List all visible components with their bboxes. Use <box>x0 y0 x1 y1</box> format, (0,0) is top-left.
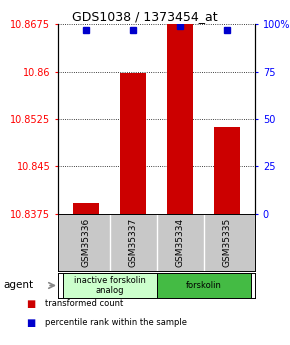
Bar <box>120 73 146 214</box>
Text: inactive forskolin
analog: inactive forskolin analog <box>74 276 146 295</box>
Bar <box>73 203 99 214</box>
Text: transformed count: transformed count <box>45 299 123 308</box>
Text: ■: ■ <box>26 299 35 308</box>
Bar <box>214 127 240 214</box>
Text: GSM35334: GSM35334 <box>175 218 184 267</box>
Bar <box>157 273 251 298</box>
Text: GSM35336: GSM35336 <box>82 218 91 267</box>
Bar <box>167 24 193 214</box>
Bar <box>63 273 157 298</box>
Text: forskolin: forskolin <box>186 281 222 290</box>
Text: GSM35337: GSM35337 <box>129 218 138 267</box>
Text: percentile rank within the sample: percentile rank within the sample <box>45 318 187 327</box>
Text: GSM35335: GSM35335 <box>222 218 231 267</box>
Text: GDS1038 / 1373454_at: GDS1038 / 1373454_at <box>72 10 218 23</box>
Text: ■: ■ <box>26 318 35 327</box>
Text: agent: agent <box>3 280 33 290</box>
